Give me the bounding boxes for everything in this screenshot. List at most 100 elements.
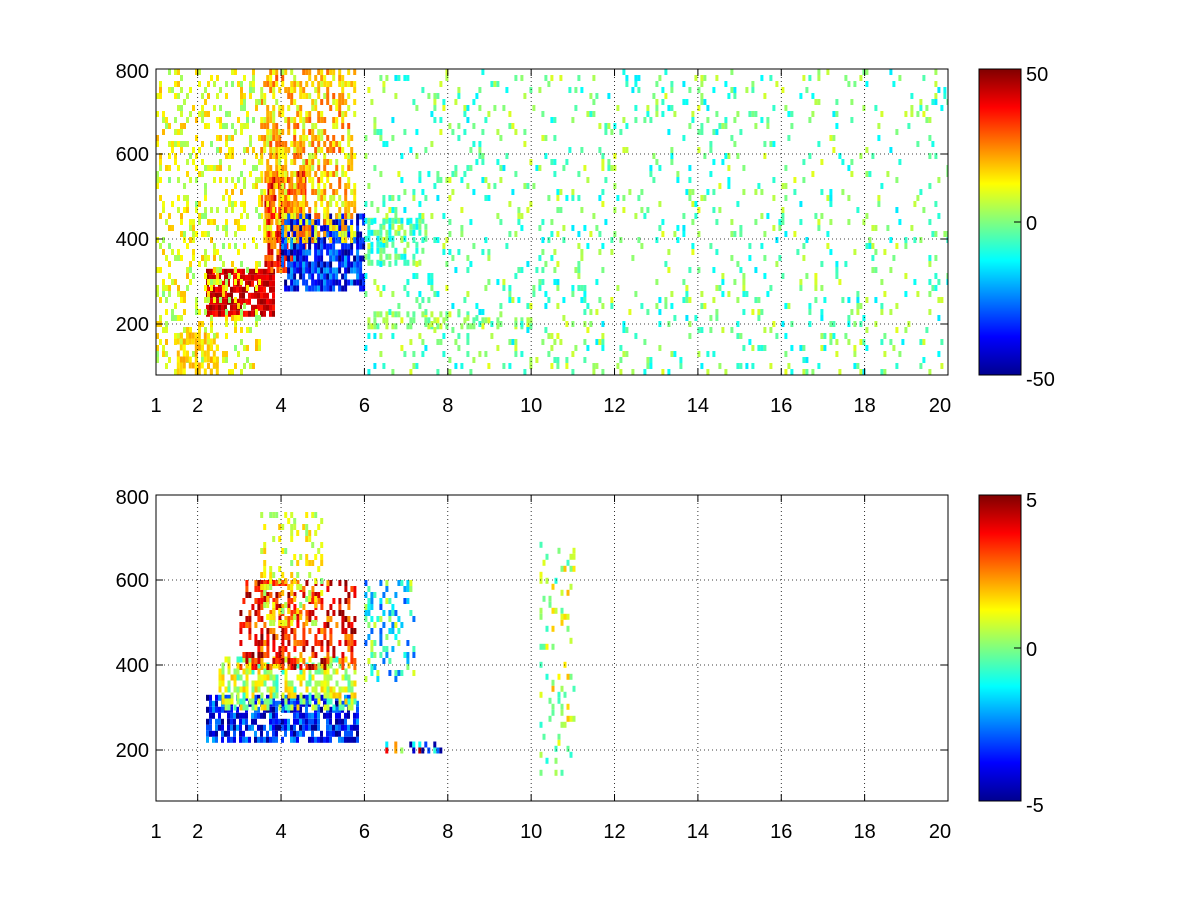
- heatmap-cell: [421, 247, 425, 254]
- heatmap-cell: [332, 255, 336, 262]
- heatmap-cell: [224, 698, 228, 705]
- heatmap-cell: [311, 598, 315, 604]
- heatmap-cell: [394, 634, 398, 640]
- heatmap-cell: [215, 286, 218, 293]
- heatmap-cell: [397, 311, 401, 318]
- heatmap-cell: [302, 646, 306, 652]
- heatmap-cell: [514, 317, 518, 324]
- heatmap-cell: [320, 560, 324, 566]
- heatmap-cell: [406, 598, 410, 604]
- heatmap-cell: [539, 769, 543, 776]
- heatmap-cell: [257, 610, 261, 616]
- heatmap-cell: [367, 229, 371, 236]
- heatmap-cell: [871, 243, 875, 249]
- heatmap-cell: [204, 273, 207, 279]
- heatmap-cell: [341, 75, 345, 81]
- heatmap-cell: [284, 201, 288, 207]
- heatmap-cell: [655, 279, 659, 285]
- heatmap-cell: [904, 111, 908, 117]
- heatmap-cell: [287, 604, 291, 610]
- heatmap-cell: [201, 93, 204, 99]
- heatmap-cell: [297, 171, 301, 177]
- heatmap-cell: [242, 598, 246, 604]
- heatmap-cell: [370, 640, 374, 646]
- heatmap-cell: [284, 698, 288, 705]
- ticks-bottom: [155, 494, 949, 801]
- heatmap-cell: [553, 171, 557, 177]
- heatmap-cell: [676, 171, 680, 177]
- heatmap-cell: [556, 357, 560, 363]
- heatmap-cell: [526, 323, 530, 330]
- heatmap-cell: [183, 207, 186, 213]
- heatmap-cell: [856, 297, 860, 303]
- heatmap-cell: [379, 628, 383, 634]
- heatmap-cell: [311, 99, 315, 105]
- heatmap-cell: [198, 261, 201, 267]
- heatmap-cell: [222, 195, 225, 201]
- heatmap-cell: [177, 81, 180, 87]
- heatmap-cell: [934, 69, 938, 75]
- heatmap-cell: [601, 303, 605, 309]
- heatmap-cell: [290, 69, 294, 75]
- heatmap-cell: [176, 362, 180, 369]
- heatmap-cell: [826, 243, 830, 249]
- heatmap-cell: [258, 177, 261, 183]
- x-tick-label-top: 16: [770, 395, 792, 417]
- heatmap-cell: [385, 141, 389, 147]
- heatmap-cell: [284, 87, 288, 93]
- heatmap-cell: [338, 730, 341, 737]
- heatmap-cell: [607, 93, 611, 99]
- heatmap-cell: [317, 662, 321, 669]
- heatmap-cell: [263, 548, 267, 554]
- heatmap-cell: [305, 700, 308, 707]
- heatmap-cell: [224, 274, 227, 281]
- heatmap-cell: [302, 628, 306, 634]
- heatmap-cell: [394, 747, 398, 754]
- heatmap-cell: [508, 285, 512, 291]
- heatmap-cell: [314, 171, 318, 177]
- heatmap-cell: [760, 189, 764, 195]
- heatmap-cell: [257, 668, 261, 675]
- heatmap-cell: [204, 111, 207, 117]
- heatmap-cell: [347, 243, 351, 250]
- heatmap-cell: [168, 177, 171, 183]
- heatmap-cell: [275, 706, 278, 713]
- heatmap-cell: [284, 225, 288, 231]
- heatmap-cell: [362, 243, 366, 250]
- heatmap-cell: [856, 291, 860, 297]
- heatmap-cell: [727, 177, 731, 183]
- heatmap-cell: [541, 111, 545, 117]
- heatmap-cell: [364, 610, 368, 616]
- heatmap-cell: [308, 692, 312, 699]
- heatmap-cell: [353, 592, 357, 598]
- heatmap-cell: [272, 634, 276, 640]
- heatmap-cell: [248, 298, 251, 305]
- heatmap-cell: [266, 698, 270, 705]
- heatmap-cell: [430, 279, 434, 285]
- heatmap-cell: [412, 259, 416, 266]
- heatmap-cell: [802, 75, 806, 81]
- heatmap-cell: [269, 614, 273, 620]
- heatmap-cell: [344, 201, 348, 207]
- heatmap-cell: [823, 345, 827, 351]
- heatmap-cell: [272, 207, 276, 213]
- colorbar-label-bottom: -5: [1026, 795, 1044, 817]
- heatmap-cell: [281, 736, 284, 743]
- heatmap-cell: [257, 674, 261, 681]
- heatmap-cell: [168, 261, 171, 267]
- heatmap-cell: [344, 219, 348, 226]
- heatmap-cell: [412, 741, 416, 748]
- heatmap-cell: [245, 712, 248, 719]
- heatmap-cell: [266, 177, 270, 183]
- heatmap-cell: [233, 304, 236, 311]
- heatmap-cell: [281, 141, 285, 147]
- heatmap-cell: [703, 99, 707, 105]
- heatmap-cell: [269, 135, 273, 141]
- heatmap-cell: [258, 345, 261, 351]
- heatmap-cell: [305, 279, 309, 286]
- heatmap-cell: [320, 225, 324, 232]
- heatmap-cell: [281, 231, 285, 238]
- heatmap-cell: [347, 622, 351, 628]
- heatmap-cell: [353, 231, 357, 237]
- heatmap-cell: [652, 93, 656, 99]
